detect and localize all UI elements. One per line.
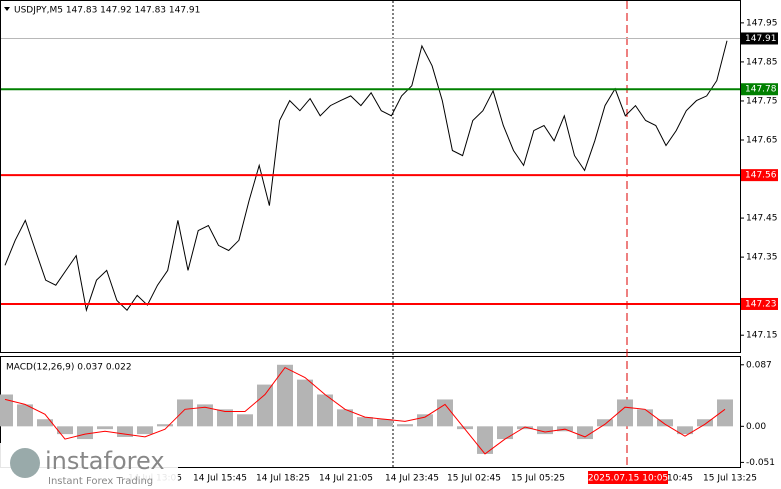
y-tick-label: 147.35 <box>746 253 778 263</box>
histogram-bar <box>357 417 373 427</box>
x-tick-label: 10:45 <box>667 474 693 484</box>
y-tick-label: 147.45 <box>746 214 778 224</box>
histogram-bar <box>317 394 333 427</box>
x-tick-label: 14 Jul 23:45 <box>385 474 439 484</box>
histogram-bar <box>217 409 233 427</box>
level-label: 147.23 <box>745 299 777 309</box>
histogram-bar <box>717 399 733 427</box>
signal-line <box>4 366 726 455</box>
histogram-bar <box>57 426 73 435</box>
level-label-bg <box>741 169 778 182</box>
histogram-bar <box>197 404 213 427</box>
y-tick-label: 147.15 <box>746 331 778 341</box>
histogram-bar <box>617 399 633 427</box>
histogram-bar <box>77 426 93 440</box>
level-label: 147.91 <box>745 34 777 44</box>
histogram-bar <box>377 419 393 427</box>
y-tick-label: 0.00 <box>746 422 766 432</box>
histogram-bar <box>0 394 13 427</box>
level-label-bg <box>741 83 778 96</box>
histogram-bar <box>657 419 673 427</box>
histogram-bar <box>277 364 293 427</box>
level-label-bg <box>741 32 778 45</box>
histogram-bar <box>297 379 313 427</box>
histogram-bar <box>117 426 133 437</box>
y-tick-label: 147.85 <box>746 57 778 67</box>
histogram-bar <box>157 424 173 427</box>
logo-tagline: Instant Forex Trading <box>48 476 153 487</box>
level-label: 147.78 <box>745 85 777 95</box>
histogram-bar <box>177 399 193 427</box>
histogram-bar <box>437 399 453 427</box>
histogram-bar <box>537 426 553 435</box>
y-tick-label: 147.65 <box>746 135 778 145</box>
x-tick-label: 14 Jul 18:25 <box>256 474 310 484</box>
cursor-label: 2025.07.15 10:05 <box>588 474 668 484</box>
logo: instaforex Instant Forex Trading <box>0 443 178 489</box>
level-label: 147.56 <box>745 171 777 181</box>
histogram-bar <box>677 426 693 435</box>
price-line <box>4 40 728 313</box>
histogram-bar <box>417 414 433 427</box>
x-tick-label: 15 Jul 05:25 <box>511 474 565 484</box>
cursor-label-bg <box>588 471 668 484</box>
histogram-bar <box>597 419 613 427</box>
y-tick-label: 147.75 <box>746 96 778 106</box>
histogram-bar <box>697 419 713 427</box>
histogram-bar <box>17 404 33 427</box>
y-tick-label: -0.051 <box>746 458 775 468</box>
logo-icon <box>10 448 40 478</box>
x-tick-label: 14 Jul 21:05 <box>319 474 373 484</box>
chart-title: USDJPY,M5 147.83 147.92 147.83 147.91 <box>14 6 200 16</box>
y-tick-label: 0.087 <box>746 360 772 370</box>
histogram-bar <box>397 424 413 427</box>
histogram-bar <box>477 426 493 454</box>
histogram-bar <box>37 419 53 427</box>
x-tick-label: 15 Jul 13:25 <box>703 474 757 484</box>
x-tick-label: 15 Jul 02:45 <box>447 474 501 484</box>
histogram-bar <box>257 384 273 427</box>
histogram-bar <box>137 426 153 435</box>
macd-title: MACD(12,26,9) 0.037 0.022 <box>6 363 132 373</box>
histogram-bar <box>237 414 253 427</box>
level-label-bg <box>741 297 778 310</box>
histogram-bar <box>637 409 653 427</box>
histogram-bar <box>97 426 113 430</box>
x-tick-label: 14 Jul 15:45 <box>193 474 247 484</box>
price-panel <box>0 0 741 353</box>
y-tick-label: 147.95 <box>746 18 778 28</box>
histogram-bar <box>337 409 353 427</box>
title-arrow <box>4 7 10 11</box>
logo-name: instaforex <box>45 447 165 475</box>
histogram-bar <box>517 426 533 430</box>
histogram-bar <box>457 426 473 430</box>
histogram-bar <box>497 426 513 440</box>
